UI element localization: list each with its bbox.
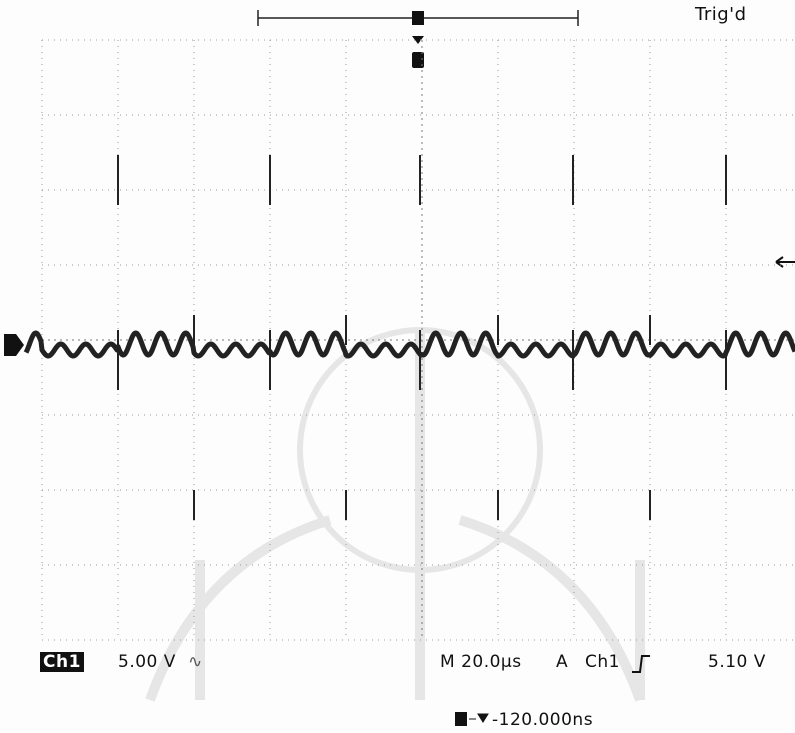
delay-icon bbox=[455, 712, 488, 726]
scope-display bbox=[0, 0, 795, 733]
volts-per-div: 5.00 V bbox=[118, 652, 176, 672]
waveform bbox=[26, 155, 795, 520]
channel-marker bbox=[4, 334, 24, 356]
trigger-source: Ch1 bbox=[585, 652, 620, 672]
oscilloscope-screen: Trig'd Ch1 5.00 V ∿ M 20.0µs A Ch1 5.10 … bbox=[0, 0, 795, 733]
coupling-symbol: ∿ bbox=[188, 652, 203, 672]
edge-symbol bbox=[632, 656, 650, 672]
time-per-div: M 20.0µs bbox=[440, 652, 522, 672]
watermark bbox=[150, 330, 640, 700]
channel-label: Ch1 bbox=[40, 652, 84, 672]
trigger-mode: A bbox=[556, 652, 568, 672]
trigger-level: 5.10 V bbox=[708, 652, 766, 672]
waveform-trace bbox=[26, 333, 795, 356]
horizontal-delay: -120.000ns bbox=[492, 710, 593, 730]
trigger-status: Trig'd bbox=[695, 4, 747, 25]
